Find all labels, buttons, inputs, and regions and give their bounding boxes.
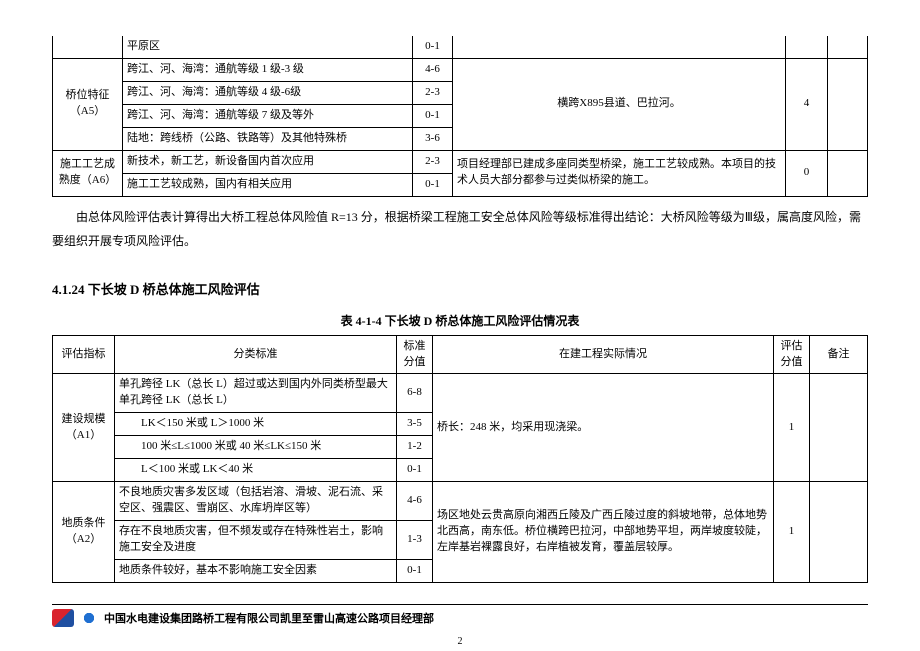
- table-4-1-4: 评估指标 分类标准 标准分值 在建工程实际情况 评估分值 备注 建设规模（A1）…: [52, 335, 868, 583]
- cell: 6-8: [397, 374, 433, 413]
- cell: 0-1: [413, 36, 453, 58]
- cell: 3-6: [413, 127, 453, 150]
- table-row: 施工工艺成熟度（A6） 新技术，新工艺，新设备国内首次应用 2-3 项目经理部已…: [53, 150, 868, 173]
- section-title: 4.1.24 下长坡 D 桥总体施工风险评估: [52, 279, 868, 298]
- row-label: 建设规模（A1）: [53, 374, 115, 482]
- cell: 0-1: [397, 559, 433, 582]
- table-row: 地质条件（A2） 不良地质灾害多发区域（包括岩溶、滑坡、泥石流、采空区、强震区、…: [53, 482, 868, 521]
- cell: 0-1: [397, 459, 433, 482]
- logo-icon: [80, 609, 98, 627]
- cell: 横跨X895县道、巴拉河。: [453, 58, 786, 150]
- col-header: 在建工程实际情况: [433, 335, 774, 374]
- footer-text: 中国水电建设集团路桥工程有限公司凯里至雷山高速公路项目经理部: [104, 610, 868, 626]
- cell: 陆地：跨线桥（公路、铁路等）及其他特殊桥: [123, 127, 413, 150]
- cell: 0-1: [413, 104, 453, 127]
- page-footer: 中国水电建设集团路桥工程有限公司凯里至雷山高速公路项目经理部: [52, 604, 868, 627]
- cell: 100 米≤L≤1000 米或 40 米≤LK≤150 米: [115, 436, 397, 459]
- cell: 单孔跨径 LK（总长 L）超过或达到国内外同类桥型最大单孔跨径 LK（总长 L）: [115, 374, 397, 413]
- cell: 场区地处云贵高原向湘西丘陵及广西丘陵过度的斜坡地带，总体地势北西高，南东低。桥位…: [433, 482, 774, 583]
- row-label: 施工工艺成熟度（A6）: [53, 150, 123, 196]
- cell: 新技术，新工艺，新设备国内首次应用: [123, 150, 413, 173]
- cell: L＜100 米或 LK＜40 米: [115, 459, 397, 482]
- table-row: 桥位特征（A5） 跨江、河、海湾：通航等级 1 级-3 级 4-6 横跨X895…: [53, 58, 868, 81]
- table-header: 评估指标 分类标准 标准分值 在建工程实际情况 评估分值 备注: [53, 335, 868, 374]
- cell: LK＜150 米或 L＞1000 米: [115, 413, 397, 436]
- cell: 3-5: [397, 413, 433, 436]
- col-header: 评估指标: [53, 335, 115, 374]
- col-header: 评估分值: [774, 335, 810, 374]
- row-label: 桥位特征（A5）: [53, 58, 123, 150]
- cell: 1: [774, 374, 810, 482]
- cell: 1-2: [397, 436, 433, 459]
- cell: 存在不良地质灾害，但不频发或存在特殊性岩土，影响施工安全及进度: [115, 521, 397, 560]
- row-label: 地质条件（A2）: [53, 482, 115, 583]
- cell: 地质条件较好，基本不影响施工安全因素: [115, 559, 397, 582]
- col-header: 分类标准: [115, 335, 397, 374]
- cell: 平原区: [123, 36, 413, 58]
- logo-icon: [52, 609, 74, 627]
- cell: 1-3: [397, 521, 433, 560]
- cell: 4: [786, 58, 828, 150]
- cell: 2-3: [413, 81, 453, 104]
- cell: 4-6: [397, 482, 433, 521]
- col-header: 备注: [810, 335, 868, 374]
- table-a5-a6: 平原区 0-1 桥位特征（A5） 跨江、河、海湾：通航等级 1 级-3 级 4-…: [52, 36, 868, 197]
- paragraph: 由总体风险评估表计算得出大桥工程总体风险值 R=13 分，根据桥梁工程施工安全总…: [52, 205, 868, 253]
- cell: 0: [786, 150, 828, 196]
- table-title: 表 4-1-4 下长坡 D 桥总体施工风险评估情况表: [52, 312, 868, 329]
- cell: 桥长：248 米，均采用现浇梁。: [433, 374, 774, 482]
- cell: 项目经理部已建成多座同类型桥梁，施工工艺较成熟。本项目的技术人员大部分都参与过类…: [453, 150, 786, 196]
- cell: 施工工艺较成熟，国内有相关应用: [123, 173, 413, 196]
- table-row: 平原区 0-1: [53, 36, 868, 58]
- cell: 1: [774, 482, 810, 583]
- cell: 跨江、河、海湾：通航等级 7 级及等外: [123, 104, 413, 127]
- col-header: 标准分值: [397, 335, 433, 374]
- table-row: 建设规模（A1） 单孔跨径 LK（总长 L）超过或达到国内外同类桥型最大单孔跨径…: [53, 374, 868, 413]
- cell: 跨江、河、海湾：通航等级 4 级-6级: [123, 81, 413, 104]
- page-number: 2: [0, 636, 920, 647]
- cell: 不良地质灾害多发区域（包括岩溶、滑坡、泥石流、采空区、强震区、雪崩区、水库坍岸区…: [115, 482, 397, 521]
- cell: 0-1: [413, 173, 453, 196]
- cell: 2-3: [413, 150, 453, 173]
- cell: 4-6: [413, 58, 453, 81]
- cell: 跨江、河、海湾：通航等级 1 级-3 级: [123, 58, 413, 81]
